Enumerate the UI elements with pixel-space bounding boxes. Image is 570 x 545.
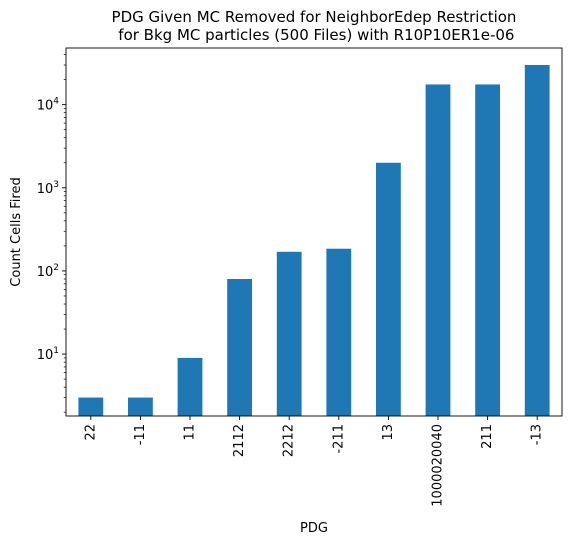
bars [78, 64, 550, 417]
chart-title-line: for Bkg MC particles (500 Files) with R1… [114, 26, 515, 44]
bar-13 [376, 162, 401, 416]
x-tick-label: -11 [133, 424, 148, 445]
x-tick-label: 13 [381, 424, 396, 441]
chart-title-text: PDG Given MC Removed for NeighborEdep Re… [112, 8, 517, 44]
x-tick-label: -13 [530, 424, 545, 445]
x-tick-label: -211 [331, 424, 346, 454]
bar--211 [326, 248, 352, 416]
x-tick-label: 1000020040 [431, 424, 446, 507]
bar-11 [177, 357, 203, 416]
x-tick-label: 11 [183, 424, 198, 441]
y-axis-label: Count Cells Fired [9, 177, 24, 286]
plot-frame [65, 47, 563, 417]
bar-2212 [276, 251, 302, 416]
x-tick-label: 2212 [282, 424, 297, 457]
chart-title-line: PDG Given MC Removed for NeighborEdep Re… [112, 8, 517, 26]
y-tick-label: 102 [37, 263, 59, 280]
x-axis: 22 -11 11 2112 2212 -211 13 1000020040 211 -13 [83, 416, 545, 507]
x-tick-label: 211 [480, 424, 495, 449]
x-tick-label: 2112 [232, 424, 247, 457]
y-tick-label: 104 [37, 97, 60, 114]
bar-22 [78, 397, 104, 416]
bar--11 [128, 397, 153, 416]
x-axis-label: PDG [300, 521, 328, 536]
y-tick-label: 101 [37, 346, 59, 363]
bar-211 [475, 84, 500, 416]
x-tick-label: 22 [83, 424, 98, 441]
bar--13 [524, 64, 550, 417]
bar-1000020040 [425, 84, 451, 416]
y-axis: 101 102 103 104 [37, 54, 66, 413]
y-tick-label: 103 [37, 180, 59, 197]
bar-2112 [227, 278, 252, 416]
chart-title: PDG Given MC Removed for NeighborEdep Re… [112, 8, 517, 44]
